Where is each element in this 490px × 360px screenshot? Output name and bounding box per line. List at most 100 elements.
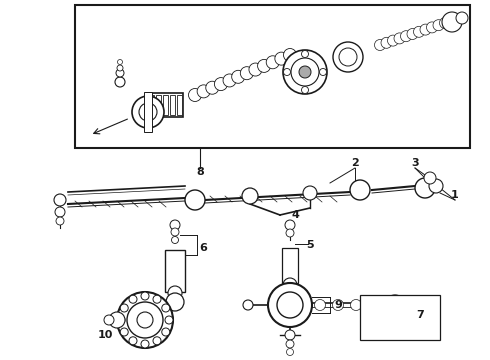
Circle shape (319, 68, 326, 76)
Text: 4: 4 (291, 210, 299, 220)
Bar (165, 250, 185, 292)
Circle shape (301, 86, 309, 94)
Text: 9: 9 (334, 300, 342, 310)
Circle shape (285, 330, 295, 340)
Circle shape (185, 190, 205, 210)
Circle shape (301, 50, 309, 58)
Circle shape (291, 58, 319, 86)
Circle shape (171, 228, 179, 236)
Circle shape (268, 283, 312, 327)
Circle shape (277, 292, 303, 318)
Circle shape (141, 292, 149, 300)
Bar (75, 5, 470, 148)
Circle shape (162, 328, 170, 336)
Circle shape (385, 295, 405, 315)
Circle shape (339, 48, 357, 66)
Circle shape (368, 300, 379, 310)
Circle shape (394, 33, 405, 44)
Circle shape (153, 337, 161, 345)
Bar (147, 93, 183, 117)
Circle shape (285, 289, 295, 299)
Circle shape (284, 68, 291, 76)
Circle shape (242, 188, 258, 204)
Circle shape (333, 300, 343, 310)
Circle shape (117, 65, 123, 71)
Text: 2: 2 (351, 158, 359, 168)
Circle shape (387, 300, 397, 310)
Circle shape (440, 18, 450, 28)
Circle shape (286, 229, 294, 237)
Text: 7: 7 (416, 310, 424, 320)
Circle shape (433, 20, 444, 31)
Circle shape (115, 77, 125, 87)
Circle shape (407, 28, 418, 40)
Circle shape (426, 22, 438, 33)
Circle shape (197, 85, 210, 98)
Bar (163, 95, 168, 115)
Circle shape (381, 37, 392, 48)
Circle shape (172, 237, 178, 243)
Circle shape (189, 89, 201, 102)
Circle shape (374, 40, 386, 50)
Circle shape (166, 293, 184, 311)
Circle shape (162, 304, 170, 312)
Circle shape (350, 300, 362, 310)
Circle shape (139, 103, 157, 121)
Circle shape (104, 315, 114, 325)
Bar (170, 95, 175, 115)
Circle shape (350, 180, 370, 200)
Bar (144, 92, 152, 132)
Circle shape (424, 172, 436, 184)
Circle shape (117, 292, 173, 348)
Circle shape (117, 316, 125, 324)
Circle shape (137, 312, 153, 328)
Bar (177, 95, 182, 115)
Circle shape (283, 50, 327, 94)
Circle shape (442, 12, 462, 32)
Circle shape (223, 74, 236, 87)
Circle shape (429, 179, 443, 193)
Circle shape (456, 12, 468, 24)
Circle shape (165, 316, 173, 324)
Circle shape (286, 340, 294, 348)
Circle shape (400, 31, 412, 42)
Circle shape (240, 67, 253, 80)
Circle shape (109, 312, 125, 328)
Circle shape (415, 178, 435, 198)
Circle shape (249, 63, 262, 76)
Circle shape (303, 186, 317, 200)
Bar (149, 95, 154, 115)
Circle shape (56, 217, 64, 225)
Circle shape (206, 81, 219, 94)
Circle shape (132, 96, 164, 128)
Circle shape (399, 296, 413, 310)
Text: 10: 10 (98, 330, 113, 340)
Text: 5: 5 (306, 240, 314, 250)
Circle shape (168, 286, 182, 300)
Circle shape (299, 66, 311, 78)
Circle shape (170, 220, 180, 230)
Bar (360, 295, 440, 340)
Circle shape (333, 42, 363, 72)
Circle shape (141, 340, 149, 348)
Text: 1: 1 (451, 190, 459, 200)
Circle shape (153, 295, 161, 303)
Circle shape (283, 278, 297, 292)
Text: 6: 6 (199, 243, 207, 253)
Circle shape (287, 348, 294, 356)
Text: 3: 3 (411, 158, 419, 168)
Circle shape (127, 302, 163, 338)
Circle shape (243, 300, 253, 310)
Circle shape (420, 24, 431, 35)
Circle shape (285, 220, 295, 230)
Circle shape (315, 300, 325, 310)
Circle shape (414, 26, 424, 37)
Circle shape (120, 304, 128, 312)
Circle shape (215, 78, 227, 91)
Circle shape (116, 69, 124, 77)
Text: 8: 8 (196, 167, 204, 177)
Circle shape (258, 59, 270, 72)
Circle shape (55, 207, 65, 217)
Bar (282, 248, 298, 283)
Circle shape (129, 295, 137, 303)
